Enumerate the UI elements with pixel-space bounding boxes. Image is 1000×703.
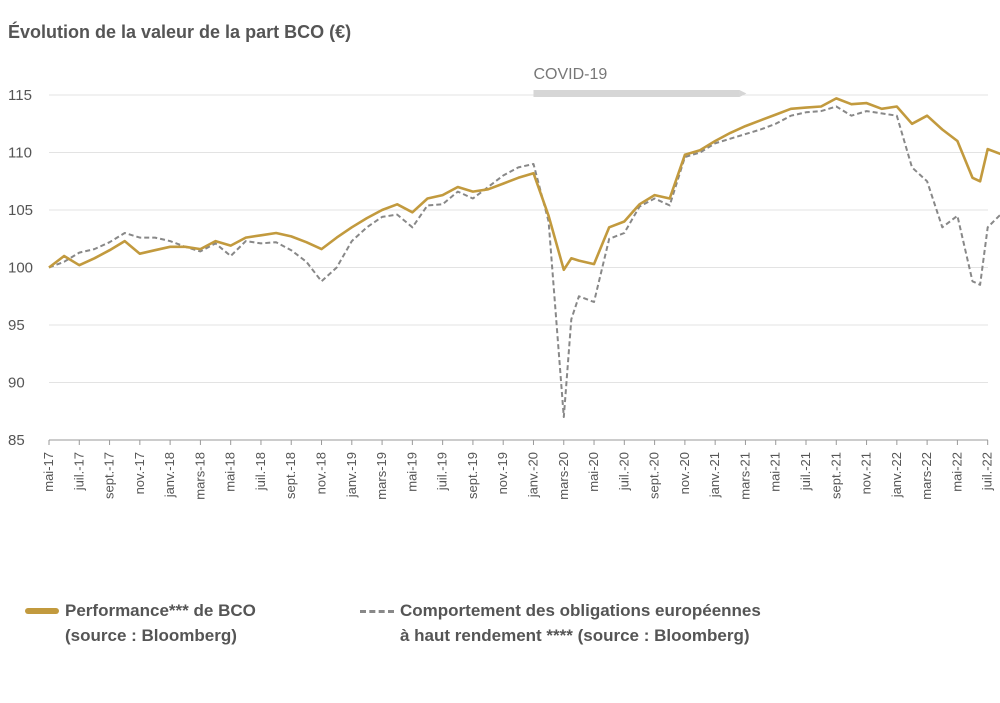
y-tick-label: 115 [8, 87, 32, 104]
covid-arrowhead [739, 90, 747, 97]
x-tick-label: nov.-21 [859, 452, 874, 494]
legend-hy: Comportement des obligations européennes… [360, 598, 761, 648]
legend-hy-line1: Comportement des obligations européennes [400, 601, 761, 620]
x-tick-label: mars-21 [737, 452, 752, 500]
y-tick-label: 90 [8, 375, 25, 392]
y-tick-label: 110 [8, 145, 32, 162]
x-tick-label: janv.-22 [889, 452, 904, 498]
x-tick-label: mai-17 [41, 452, 56, 492]
x-tick-label: mai-18 [223, 452, 238, 492]
x-axis-ticks: mai-17 juil.-17 sept.-17 nov.-17 janv.-18 mar… [41, 440, 995, 500]
x-tick-label: juil.-20 [616, 452, 631, 491]
x-tick-label: janv.-19 [344, 452, 359, 498]
legend-bco-line1: Performance*** de BCO [65, 601, 256, 620]
y-tick-label: 95 [8, 317, 25, 334]
x-tick-label: mai-19 [404, 452, 419, 492]
x-tick-label: juil.-18 [253, 452, 268, 491]
legend-bco-line2: (source : Bloomberg) [65, 626, 237, 645]
gridlines [49, 94, 988, 441]
x-tick-label: sept.-19 [465, 452, 480, 499]
x-tick-label: janv.-21 [707, 452, 722, 498]
x-tick-label: nov.-19 [495, 452, 510, 494]
x-tick-label: janv.-18 [162, 452, 177, 498]
x-tick-label: mars-20 [556, 452, 571, 500]
x-tick-label: sept.-21 [828, 452, 843, 499]
y-tick-label: 100 [8, 260, 33, 277]
legend-swatch-bco [25, 608, 59, 614]
series-line-high-yield [48, 105, 1000, 418]
covid-bar [533, 90, 740, 97]
legend-swatch-hy [360, 610, 394, 613]
y-axis-ticks: 85 90 95 100 105 110 115 [8, 87, 33, 449]
chart-title: Évolution de la valeur de la part BCO (€… [8, 22, 352, 42]
x-tick-label: janv.-20 [525, 452, 540, 498]
x-tick-label: juil.-19 [435, 452, 450, 491]
x-tick-label: sept.-17 [102, 452, 117, 499]
x-tick-label: nov.-20 [677, 452, 692, 494]
x-tick-label: mars-18 [192, 452, 207, 500]
x-tick-label: sept.-18 [283, 452, 298, 499]
x-tick-label: juil.-17 [71, 452, 86, 491]
x-tick-label: nov.-18 [314, 452, 329, 494]
x-tick-label: juil.-21 [798, 452, 813, 491]
x-tick-label: mars-19 [374, 452, 389, 500]
x-tick-label: juil.-22 [980, 452, 995, 491]
covid-label: COVID-19 [533, 66, 607, 83]
series-line-bco [48, 97, 1000, 272]
legend-bco: Performance*** de BCO (source : Bloomber… [25, 598, 256, 648]
x-tick-label: mars-22 [919, 452, 934, 500]
y-tick-label: 105 [8, 202, 33, 219]
x-tick-label: nov.-17 [132, 452, 147, 494]
covid-annotation: COVID-19 [533, 66, 747, 97]
legend-hy-line2: à haut rendement **** (source : Bloomber… [400, 626, 750, 645]
x-tick-label: mai-20 [586, 452, 601, 492]
x-tick-label: sept.-20 [647, 452, 662, 499]
x-tick-label: mai-22 [949, 452, 964, 492]
series-lines [48, 97, 1000, 418]
x-tick-label: mai-21 [768, 452, 783, 492]
y-tick-label: 85 [8, 432, 25, 449]
